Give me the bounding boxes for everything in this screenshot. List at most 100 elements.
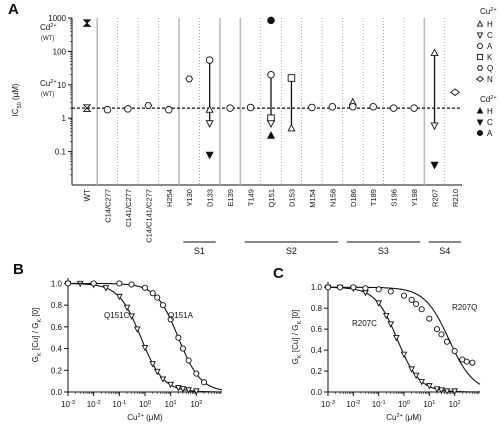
x-axis-label: Cu2+ (μM) [386,413,422,422]
marker-shape [267,16,275,25]
category-label: M154 [308,189,317,208]
marker-shape [375,286,382,293]
marker-shape [410,104,418,112]
series-label: R207C [352,319,377,328]
data-point [193,370,200,377]
data-point [443,338,451,345]
marker-shape [149,290,156,297]
cd-wt-label: Cd2+ [40,23,57,32]
marker-shape [185,75,194,83]
legend-marker [476,20,484,27]
group-label: S3 [378,246,389,256]
marker-shape [123,304,131,312]
data-point [451,388,459,395]
x-tick-label: 101 [165,400,177,409]
fit-curve [68,283,222,393]
marker-shape [144,102,153,109]
category-label: Y130 [185,189,194,207]
marker-shape [167,381,175,389]
data-point [410,104,418,112]
marker-shape [387,321,395,328]
marker-shape [287,74,296,82]
data-point [337,284,344,291]
marker-shape [375,300,383,307]
y-tick-label: 0.2 [311,367,323,376]
data-point [443,388,451,395]
y-axis-label: GK [Cu] / GK [0] [31,308,43,363]
legend-marker [476,42,484,50]
marker-shape [430,122,439,131]
legend-entry-label: H [487,20,493,29]
data-point [226,104,234,112]
data-point [433,386,441,393]
marker-shape [266,120,276,128]
marker-shape [349,103,357,111]
marker-shape [443,388,451,395]
data-point [266,131,276,139]
marker-shape [389,104,398,112]
data-point [128,313,135,320]
marker-shape [133,326,141,333]
data-point [350,284,357,291]
marker-shape [451,348,458,355]
marker-shape [476,53,484,61]
marker-shape [324,284,332,291]
y-tick-label: 1000 [48,14,66,23]
legend-cu-title: Cu2+ [480,7,497,16]
marker-shape [400,351,408,359]
data-point [266,120,276,128]
data-point [128,281,135,288]
data-point [349,103,357,111]
marker-shape [149,361,157,368]
marker-shape [308,103,316,112]
panel-letter-b: B [13,261,24,278]
marker-shape [128,313,135,320]
data-point [430,161,439,170]
x-tick-label: 100 [139,400,151,409]
data-point [375,286,382,293]
data-point [369,103,377,111]
marker-shape [382,312,390,320]
data-point [426,315,433,322]
y-tick-label: 0.0 [51,388,63,397]
marker-shape [418,306,425,313]
marker-shape [102,285,110,292]
marker-shape [400,292,408,299]
marker-shape [64,280,72,287]
data-point [175,334,182,341]
panel-c: 0.0 0.2 0.4 0.6 0.8 1.0 10-3 10-2 10-1 100 101 102 C… [291,0,481,422]
y-tick-label: 0.1 [55,148,67,157]
marker-shape [103,105,112,114]
marker-shape [476,107,484,114]
data-point [267,70,275,79]
marker-shape [476,129,484,137]
marker-shape [90,280,97,287]
cu-wt-label: Cu2+ [40,79,57,88]
data-point [205,105,214,113]
legend-marker [476,65,484,71]
data-point [201,379,208,386]
marker-shape [141,344,149,352]
data-point [185,357,192,364]
y-tick-label: 10 [57,81,66,90]
category-label: N158 [328,189,337,207]
category-label: H254 [165,189,174,207]
data-point [430,122,439,131]
marker-shape [246,103,255,112]
y-tick-label: 1.0 [311,283,323,292]
cd-wt-sublabel: (WT) [41,36,54,42]
marker-shape [350,284,357,291]
marker-shape [179,386,187,393]
marker-shape [115,293,123,301]
marker-shape [451,388,459,395]
marker-shape [167,316,174,323]
data-point [167,381,175,389]
data-point [154,294,161,301]
marker-shape [408,296,415,303]
marker-shape [159,302,166,309]
marker-shape [438,331,445,338]
x-tick-label: 102 [449,400,461,409]
marker-shape [438,387,445,394]
category-label: T189 [369,189,378,206]
category-label: D186 [349,189,358,207]
